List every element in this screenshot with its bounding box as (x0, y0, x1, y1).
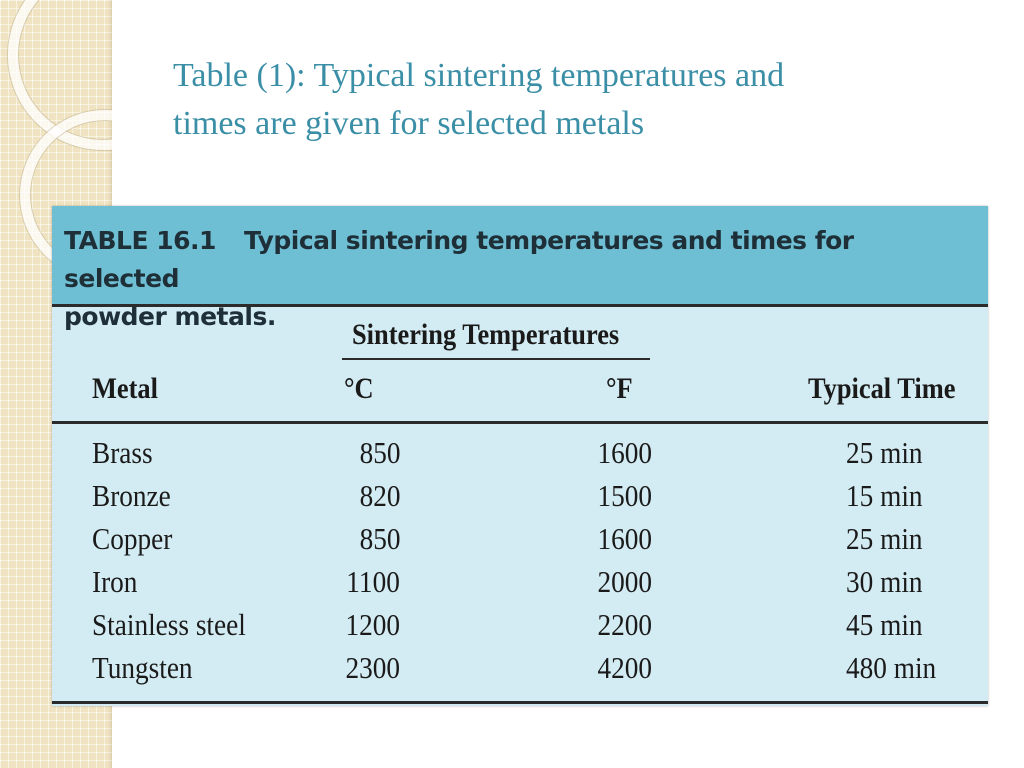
cell-metal: Brass (92, 435, 153, 470)
cell-metal: Copper (92, 521, 173, 556)
cell-fahrenheit: 2200 (597, 607, 652, 642)
table-row: Brass 850 1600 25 min (52, 431, 988, 474)
cell-time: 15 min (846, 478, 923, 513)
cell-fahrenheit: 1500 (597, 478, 652, 513)
table-row: Copper 850 1600 25 min (52, 517, 988, 560)
cell-celsius: 1100 (346, 564, 400, 599)
cell-time: 25 min (846, 435, 923, 470)
cell-fahrenheit: 4200 (597, 650, 652, 685)
table-caption-line-1: Typical sintering temperatures and times… (64, 226, 854, 293)
cell-metal: Stainless steel (92, 607, 246, 642)
slide-title-line-1: Table (1): Typical sintering temperature… (173, 57, 785, 94)
column-header-typical-time: Typical Time (808, 372, 956, 405)
table-caption-band: TABLE 16.1 Typical sintering temperatures… (52, 206, 988, 331)
cell-metal: Iron (92, 564, 138, 599)
cell-celsius: 850 (359, 435, 400, 470)
column-header-celsius: °C (344, 372, 374, 405)
cell-fahrenheit: 1600 (597, 435, 652, 470)
slide-title: Table (1): Typical sintering temperature… (173, 52, 973, 148)
cell-celsius: 1200 (345, 607, 400, 642)
cell-time: 45 min (846, 607, 923, 642)
cell-fahrenheit: 2000 (597, 564, 652, 599)
column-group-header-sintering-temperatures: Sintering Temperatures (352, 318, 620, 351)
table-row: Stainless steel 1200 2200 45 min (52, 603, 988, 646)
table-row: Tungsten 2300 4200 480 min (52, 646, 988, 689)
table-row: Iron 1100 2000 30 min (52, 560, 988, 603)
table-top-rule (52, 304, 988, 307)
column-header-fahrenheit: °F (606, 372, 633, 405)
cell-time: 25 min (846, 521, 923, 556)
cell-celsius: 850 (359, 521, 400, 556)
cell-time: 480 min (846, 650, 937, 685)
table-caption-label: TABLE 16.1 (64, 226, 216, 255)
cell-metal: Bronze (92, 478, 171, 513)
cell-celsius: 2300 (345, 650, 400, 685)
slide-title-line-2: times are given for selected metals (173, 105, 645, 142)
cell-celsius: 820 (359, 478, 400, 513)
table-row: Bronze 820 1500 15 min (52, 474, 988, 517)
cell-time: 30 min (846, 564, 923, 599)
cell-metal: Tungsten (92, 650, 193, 685)
cell-fahrenheit: 1600 (597, 521, 652, 556)
column-header-metal: Metal (92, 372, 158, 405)
table-header-rule (52, 421, 988, 424)
table-bottom-rule (52, 701, 988, 704)
sintering-table-figure: TABLE 16.1 Typical sintering temperatures… (52, 206, 988, 706)
column-group-rule (342, 358, 650, 360)
